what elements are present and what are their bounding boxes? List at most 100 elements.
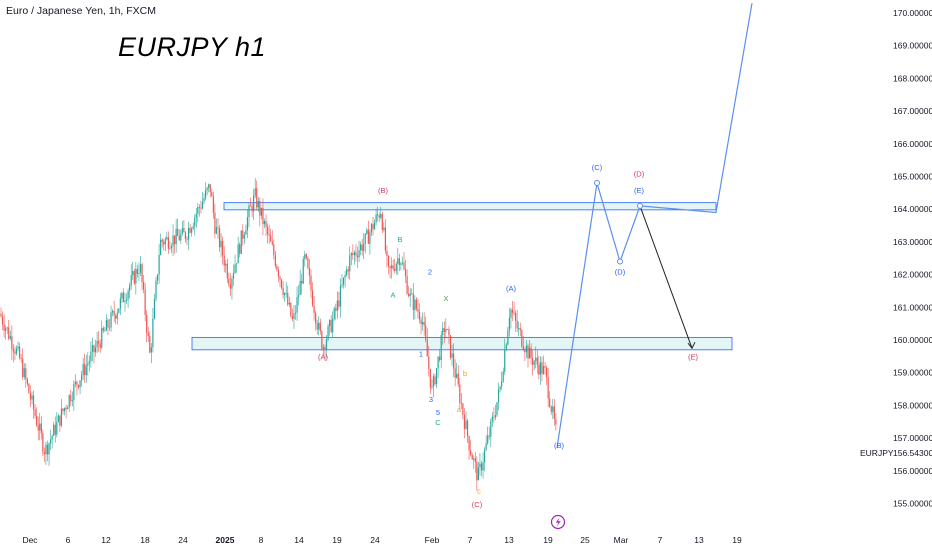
candle-body [279, 276, 281, 280]
time-tick-label: 18 [140, 535, 150, 545]
candle [449, 334, 452, 360]
candle-body [60, 408, 63, 426]
candle-body [449, 335, 452, 358]
candle-body [191, 228, 193, 233]
candle-body [434, 376, 436, 385]
candle [470, 439, 472, 457]
candle-body [335, 308, 337, 311]
candle-body [400, 263, 402, 265]
candle [404, 259, 407, 284]
candle [277, 266, 280, 283]
candle-body [525, 345, 528, 353]
candle [521, 329, 523, 349]
candle-body [73, 384, 75, 401]
candle-body [174, 235, 176, 245]
candle [59, 415, 61, 432]
candle [158, 243, 160, 284]
candle-body [99, 343, 101, 348]
lightning-icon[interactable] [550, 514, 566, 530]
candle [541, 357, 543, 382]
candle [43, 447, 45, 462]
wave-label: a [457, 405, 462, 414]
candle [465, 411, 467, 430]
candle [546, 365, 548, 386]
candle-body [350, 253, 352, 256]
candle-body [513, 312, 515, 314]
candle-body [414, 299, 416, 311]
candle [291, 308, 293, 322]
candle-body [417, 308, 419, 312]
candle [146, 310, 148, 343]
candle [429, 368, 431, 395]
candle [377, 206, 379, 222]
candle-body [411, 293, 413, 295]
candle-body [20, 357, 22, 359]
candle-body [122, 292, 125, 303]
candle-body [270, 235, 272, 242]
candle [206, 186, 208, 196]
candle-body [14, 351, 16, 354]
candle-body [277, 269, 280, 277]
candle-body [344, 274, 346, 278]
candle-body [253, 195, 255, 212]
candle [223, 246, 225, 273]
candle [301, 273, 303, 295]
candle-body [546, 367, 548, 378]
candle [180, 229, 182, 244]
candle [169, 241, 171, 250]
candle [285, 281, 287, 298]
time-tick-label: 19 [732, 535, 742, 545]
candle-body [119, 298, 121, 309]
candle-body [445, 329, 447, 332]
candle [187, 221, 190, 251]
candle-body [50, 439, 52, 444]
candle [518, 321, 520, 337]
candle-body [304, 254, 306, 260]
candle-body [491, 416, 493, 421]
candle [110, 305, 112, 332]
candle-body [555, 419, 557, 425]
candle-body [431, 386, 433, 388]
candle [484, 447, 486, 472]
candle [211, 188, 213, 197]
candle-body [364, 233, 366, 244]
candle-body [19, 346, 21, 358]
candle [372, 217, 374, 236]
candle-body [448, 329, 450, 336]
candle [473, 455, 475, 469]
time-tick-label: 7 [658, 535, 663, 545]
candle [401, 256, 404, 266]
candle-body [327, 326, 329, 340]
candle-body [63, 407, 66, 412]
candle-body [206, 187, 208, 190]
candle [547, 367, 549, 407]
candle [136, 264, 138, 278]
candle [212, 191, 214, 219]
candle [217, 218, 219, 239]
candle-body [135, 268, 137, 284]
candle-body [53, 424, 55, 436]
candle [198, 204, 200, 217]
candle [353, 250, 355, 265]
candle [76, 380, 78, 396]
time-tick-label: Mar [614, 535, 629, 545]
candle-body [465, 420, 467, 429]
candle [296, 286, 298, 321]
candle [0, 307, 2, 318]
candle [274, 250, 276, 269]
candle-body [291, 316, 293, 320]
candle [37, 416, 39, 441]
candle-body [32, 395, 35, 410]
candle-body [274, 255, 276, 266]
candle-body [192, 226, 194, 229]
candle-body [232, 272, 235, 279]
candle [428, 345, 430, 377]
candle [417, 298, 419, 319]
candle [446, 328, 448, 330]
price-tick-label: 168.00000 [893, 73, 932, 83]
candle [318, 316, 320, 336]
candle [253, 188, 255, 221]
candle-body [251, 206, 253, 212]
